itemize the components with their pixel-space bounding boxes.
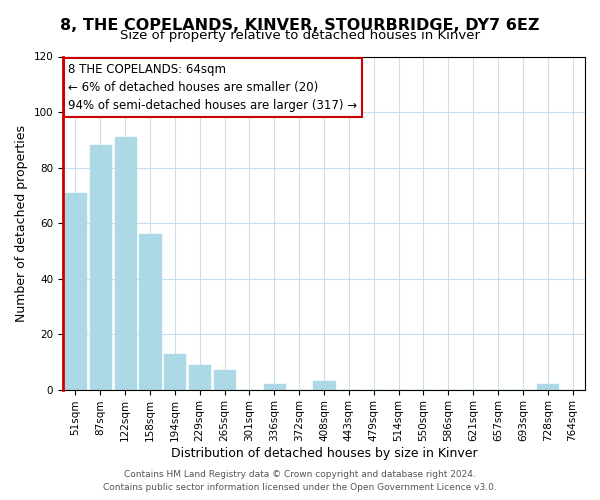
Bar [214, 370, 235, 390]
Bar [115, 137, 136, 390]
Bar [313, 382, 335, 390]
Bar [189, 364, 210, 390]
Bar [65, 192, 86, 390]
Bar [537, 384, 558, 390]
Text: 8 THE COPELANDS: 64sqm
← 6% of detached houses are smaller (20)
94% of semi-deta: 8 THE COPELANDS: 64sqm ← 6% of detached … [68, 63, 358, 112]
Text: Contains HM Land Registry data © Crown copyright and database right 2024.
Contai: Contains HM Land Registry data © Crown c… [103, 470, 497, 492]
Bar [90, 146, 111, 390]
Text: 8, THE COPELANDS, KINVER, STOURBRIDGE, DY7 6EZ: 8, THE COPELANDS, KINVER, STOURBRIDGE, D… [60, 18, 540, 32]
Text: Size of property relative to detached houses in Kinver: Size of property relative to detached ho… [120, 29, 480, 42]
Bar [139, 234, 161, 390]
X-axis label: Distribution of detached houses by size in Kinver: Distribution of detached houses by size … [171, 447, 478, 460]
Y-axis label: Number of detached properties: Number of detached properties [15, 124, 28, 322]
Bar [164, 354, 185, 390]
Bar [264, 384, 285, 390]
